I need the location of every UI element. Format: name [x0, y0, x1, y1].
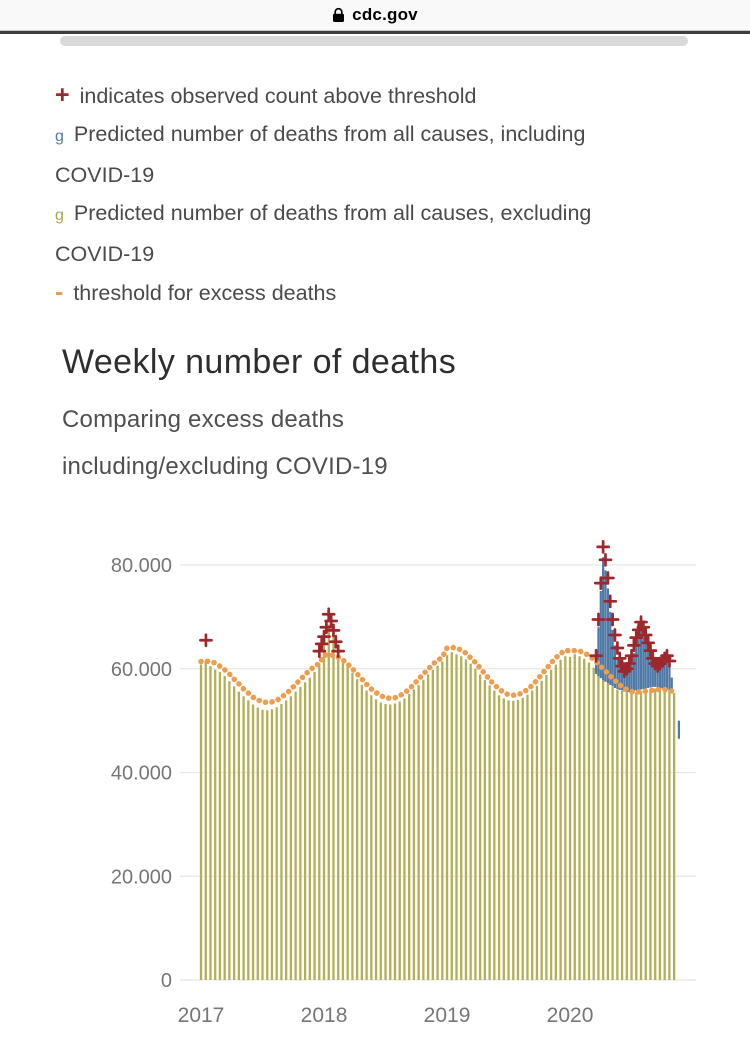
- legend-label: threshold for excess deaths: [73, 281, 337, 305]
- legend-label: indicates observed count above threshold: [79, 84, 477, 108]
- plus-mark-icon: +: [55, 81, 70, 109]
- chart-legend: + indicates observed count above threshol…: [55, 76, 600, 312]
- svg-text:2017: 2017: [178, 1004, 225, 1027]
- svg-text:80.000: 80.000: [111, 555, 172, 577]
- svg-text:60.000: 60.000: [111, 659, 172, 681]
- page-top-divider: [0, 31, 750, 34]
- scrolled-toolbar-remnant[interactable]: [60, 36, 688, 46]
- chart-area: 0 20.000 40.000 60.000 80.000 2017 2018 2019 20…: [0, 530, 750, 1054]
- svg-text:2018: 2018: [301, 1004, 348, 1027]
- svg-text:0: 0: [161, 970, 172, 992]
- y-axis-labels: 0 20.000 40.000 60.000 80.000: [111, 555, 172, 992]
- legend-label: Predicted number of deaths from all caus…: [55, 201, 592, 266]
- svg-text:2019: 2019: [424, 1004, 471, 1027]
- x-axis-labels: 2017 2018 2019 2020: [178, 1004, 594, 1027]
- svg-text:40.000: 40.000: [111, 763, 172, 785]
- lock-icon: [332, 7, 345, 23]
- legend-item-including-covid: g Predicted number of deaths from all cau…: [55, 115, 600, 194]
- observed-above-threshold-marks: [199, 539, 677, 679]
- legend-item-threshold: - threshold for excess deaths: [55, 273, 600, 312]
- chart-title: Weekly number of deaths: [62, 343, 457, 381]
- legend-label: Predicted number of deaths from all caus…: [55, 122, 586, 187]
- browser-chrome: cdc.gov: [0, 0, 750, 31]
- address-bar-domain[interactable]: cdc.gov: [352, 5, 418, 24]
- threshold-dash-icon: -: [55, 278, 64, 306]
- svg-text:2020: 2020: [547, 1004, 594, 1027]
- bars-predicted-excluding-covid: [199, 624, 676, 980]
- chart-subtitle: Comparing excess deaths including/exclud…: [62, 406, 388, 480]
- legend-item-observed-above-threshold: + indicates observed count above threshol…: [55, 76, 600, 115]
- excluding-covid-series-icon: g: [55, 207, 64, 224]
- svg-text:20.000: 20.000: [111, 866, 172, 888]
- including-covid-series-icon: g: [55, 128, 64, 145]
- legend-item-excluding-covid: g Predicted number of deaths from all cau…: [55, 194, 600, 273]
